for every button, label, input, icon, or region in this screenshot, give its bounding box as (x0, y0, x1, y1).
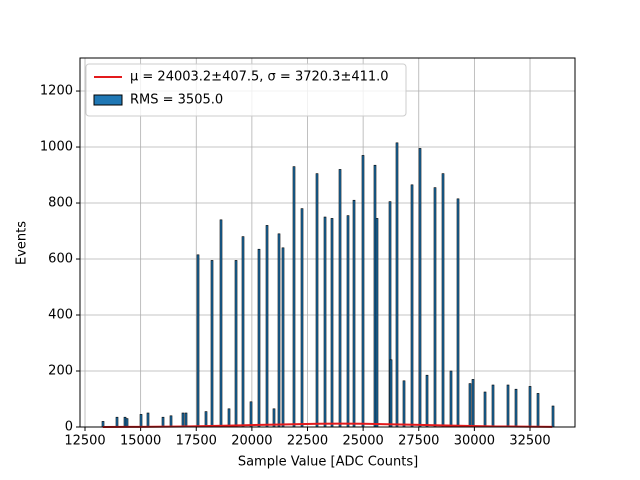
bar (323, 216, 327, 428)
bar (227, 408, 231, 428)
y-tick-label: 400 (48, 308, 73, 323)
x-tick-label: 22500 (287, 434, 328, 449)
bar (389, 359, 393, 428)
y-tick-label: 600 (48, 252, 73, 267)
y-tick-label: 800 (48, 196, 73, 211)
bar (139, 414, 143, 428)
bar (125, 418, 129, 428)
bar (425, 374, 429, 428)
bar (456, 198, 460, 428)
bar (338, 169, 342, 428)
y-tick-label: 1200 (40, 84, 73, 99)
bar (449, 370, 453, 428)
x-tick-label: 20000 (231, 434, 272, 449)
x-tick-label: 27500 (398, 434, 439, 449)
bar (373, 164, 377, 428)
bar (257, 248, 261, 428)
bar (277, 233, 281, 428)
bar (402, 380, 406, 428)
bar (346, 215, 350, 428)
bar (418, 148, 422, 428)
bar (146, 412, 150, 428)
bar (292, 166, 296, 428)
bar (241, 236, 245, 428)
x-tick-label: 15000 (120, 434, 161, 449)
bar (536, 393, 540, 428)
legend: μ = 24003.2±407.5, σ = 3720.3±411.0 RMS =… (85, 63, 407, 117)
bar (196, 254, 200, 428)
bar (123, 416, 127, 428)
x-tick-label: 25000 (342, 434, 383, 449)
x-tick-label: 12500 (64, 434, 105, 449)
legend-label: RMS = 3505.0 (130, 93, 223, 108)
bar (181, 412, 185, 428)
bar (115, 416, 119, 428)
bar (204, 411, 208, 428)
bar (219, 219, 223, 428)
bar (551, 405, 555, 428)
x-tick-label: 30000 (454, 434, 495, 449)
bar (410, 184, 414, 428)
bar (169, 415, 173, 428)
bar (330, 218, 334, 428)
bar (395, 142, 399, 428)
bar (281, 247, 285, 428)
legend-swatch (93, 94, 123, 106)
bar (375, 218, 379, 428)
y-tick-label: 1000 (40, 140, 73, 155)
y-tick-label: 0 (65, 420, 73, 435)
bar (352, 199, 356, 428)
bar (483, 391, 487, 428)
bar (210, 260, 214, 428)
legend-frame (85, 63, 407, 117)
y-tick-label: 200 (48, 364, 73, 379)
bar (514, 388, 518, 428)
bar (506, 384, 510, 428)
bar (249, 401, 253, 428)
bar (361, 155, 365, 428)
bar (161, 416, 165, 428)
bar (300, 208, 304, 428)
x-axis-label: Sample Value [ADC Counts] (238, 455, 418, 470)
bar (491, 384, 495, 428)
bar (234, 260, 238, 428)
bar (184, 412, 188, 428)
bar (468, 383, 472, 428)
bar (441, 173, 445, 428)
bar (433, 187, 437, 428)
x-tick-label: 17500 (176, 434, 217, 449)
bar (471, 379, 475, 428)
bar (315, 173, 319, 428)
bar (528, 386, 532, 428)
legend-label: μ = 24003.2±407.5, σ = 3720.3±411.0 (130, 70, 389, 85)
plot-frame (79, 57, 576, 428)
bar (265, 225, 269, 428)
x-tick-label: 32500 (509, 434, 550, 449)
y-axis-label: Events (15, 221, 30, 265)
